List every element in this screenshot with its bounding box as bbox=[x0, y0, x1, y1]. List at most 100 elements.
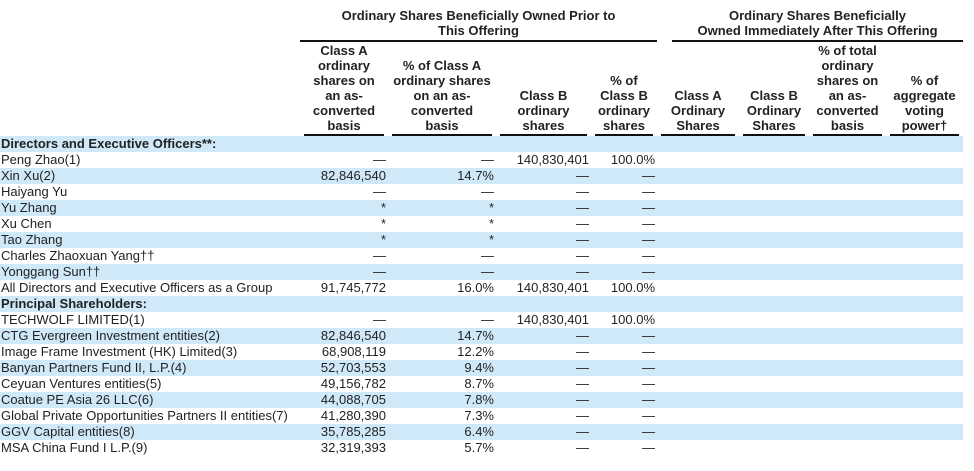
cell-col4: — bbox=[642, 440, 655, 455]
cell-col6 bbox=[739, 408, 809, 424]
col-header-class-b-after: Class B Ordinary Shares bbox=[739, 42, 809, 136]
shareholder-name: Image Frame Investment (HK) Limited(3) bbox=[1, 344, 238, 359]
beneficial-ownership-table: Ordinary Shares Beneficially Owned Prior… bbox=[0, 4, 963, 456]
group-header-line: Ordinary Shares Beneficially bbox=[728, 8, 907, 23]
cell-col1: 91,745,772 bbox=[320, 280, 386, 295]
cell-col4: — bbox=[642, 168, 655, 183]
table-row: Image Frame Investment (HK) Limited(3) 68… bbox=[0, 344, 963, 360]
section-row: Directors and Executive Officers**: bbox=[0, 136, 963, 152]
cell-col2: 9.4% bbox=[464, 360, 494, 375]
cell-col8 bbox=[886, 264, 963, 280]
shareholder-name: Global Private Opportunities Partners II… bbox=[1, 408, 288, 423]
shareholder-name: Haiyang Yu bbox=[1, 184, 68, 199]
cell-col4: — bbox=[642, 376, 655, 391]
cell-col4: — bbox=[642, 264, 655, 279]
col-header-pct-class-a-prior: % of Class A ordinary shares on an as-co… bbox=[388, 42, 496, 136]
cell-col8 bbox=[886, 360, 963, 376]
cell-col1: 82,846,540 bbox=[320, 328, 386, 343]
cell-col7 bbox=[809, 280, 886, 296]
cell-col7 bbox=[809, 344, 886, 360]
cell-col2: * bbox=[488, 216, 494, 231]
table-row: Coatue PE Asia 26 LLC(6) 44,088,705 7.8% — — bbox=[0, 392, 963, 408]
shareholder-name: GGV Capital entities(8) bbox=[1, 424, 135, 439]
cell-col4: 100.0% bbox=[610, 152, 655, 167]
cell-col8 bbox=[886, 328, 963, 344]
shareholder-name: Tao Zhang bbox=[1, 232, 63, 247]
cell-col3: — bbox=[576, 200, 589, 215]
cell-col1: 49,156,782 bbox=[320, 376, 386, 391]
cell-col1: — bbox=[373, 248, 386, 263]
cell-col4: — bbox=[642, 232, 655, 247]
cell-col4: — bbox=[642, 248, 655, 263]
cell-col3: 140,830,401 bbox=[516, 152, 589, 167]
cell-col4: 100.0% bbox=[610, 280, 655, 295]
section-label: Directors and Executive Officers**: bbox=[1, 136, 217, 151]
cell-col7 bbox=[809, 184, 886, 200]
cell-col6 bbox=[739, 376, 809, 392]
cell-col8 bbox=[886, 312, 963, 328]
cell-col2: — bbox=[481, 152, 494, 167]
cell-col8 bbox=[886, 280, 963, 296]
cell-col8 bbox=[886, 440, 963, 456]
shareholder-name: Coatue PE Asia 26 LLC(6) bbox=[1, 392, 154, 407]
cell-col1: * bbox=[380, 200, 386, 215]
cell-col2: 14.7% bbox=[457, 168, 494, 183]
cell-col3: — bbox=[576, 392, 589, 407]
cell-col8 bbox=[886, 216, 963, 232]
cell-col4: — bbox=[642, 328, 655, 343]
shareholder-name: Xin Xu(2) bbox=[1, 168, 56, 183]
cell-col1: — bbox=[373, 184, 386, 199]
cell-col6 bbox=[739, 328, 809, 344]
cell-col5 bbox=[657, 264, 739, 280]
cell-col8 bbox=[886, 344, 963, 360]
col-header-class-a-prior: Class A ordinary shares on an as-convert… bbox=[300, 42, 388, 136]
shareholder-name: Ceyuan Ventures entities(5) bbox=[1, 376, 162, 391]
shareholder-name: Peng Zhao(1) bbox=[1, 152, 81, 167]
cell-col8 bbox=[886, 184, 963, 200]
cell-col5 bbox=[657, 248, 739, 264]
cell-col2: * bbox=[488, 200, 494, 215]
cell-col4: — bbox=[642, 344, 655, 359]
cell-col7 bbox=[809, 168, 886, 184]
cell-col3: — bbox=[576, 184, 589, 199]
cell-col3: — bbox=[576, 408, 589, 423]
cell-col3: — bbox=[576, 344, 589, 359]
cell-col4: — bbox=[642, 360, 655, 375]
cell-col3: — bbox=[576, 328, 589, 343]
cell-col7 bbox=[809, 152, 886, 168]
shareholder-name: MSA China Fund I L.P.(9) bbox=[1, 440, 148, 455]
table-row: Xin Xu(2) 82,846,540 14.7% — — bbox=[0, 168, 963, 184]
table-row: Yu Zhang * * — — bbox=[0, 200, 963, 216]
cell-col4: — bbox=[642, 408, 655, 423]
group-header-line: Ordinary Shares Beneficially Owned Prior… bbox=[341, 8, 616, 23]
cell-col5 bbox=[657, 216, 739, 232]
cell-col5 bbox=[657, 344, 739, 360]
cell-col5 bbox=[657, 184, 739, 200]
cell-col8 bbox=[886, 168, 963, 184]
shareholder-name: TECHWOLF LIMITED(1) bbox=[1, 312, 145, 327]
shareholder-name: Banyan Partners Fund II, L.P.(4) bbox=[1, 360, 187, 375]
cell-col2: — bbox=[481, 184, 494, 199]
group-header-after-offering: Ordinary Shares Beneficially Owned Immed… bbox=[657, 4, 963, 42]
shareholder-name: Xu Chen bbox=[1, 216, 52, 231]
cell-col5 bbox=[657, 408, 739, 424]
cell-col1: 68,908,119 bbox=[321, 344, 386, 359]
cell-col2: 8.7% bbox=[464, 376, 494, 391]
table-row: GGV Capital entities(8) 35,785,285 6.4% — — bbox=[0, 424, 963, 440]
cell-col1: 32,319,393 bbox=[320, 440, 386, 455]
cell-col5 bbox=[657, 392, 739, 408]
table-row: Tao Zhang * * — — bbox=[0, 232, 963, 248]
section-label: Principal Shareholders: bbox=[1, 296, 147, 311]
cell-col7 bbox=[809, 360, 886, 376]
cell-col3: — bbox=[576, 360, 589, 375]
cell-col8 bbox=[886, 248, 963, 264]
cell-col3: — bbox=[576, 424, 589, 439]
cell-col6 bbox=[739, 248, 809, 264]
col-header-pct-total-after: % of total ordinary shares on an as-conv… bbox=[809, 42, 886, 136]
cell-col6 bbox=[739, 440, 809, 456]
cell-col8 bbox=[886, 232, 963, 248]
cell-col6 bbox=[739, 264, 809, 280]
group-header-line: Owned Immediately After This Offering bbox=[697, 23, 938, 38]
cell-col4: — bbox=[642, 216, 655, 231]
cell-col1: 82,846,540 bbox=[320, 168, 386, 183]
